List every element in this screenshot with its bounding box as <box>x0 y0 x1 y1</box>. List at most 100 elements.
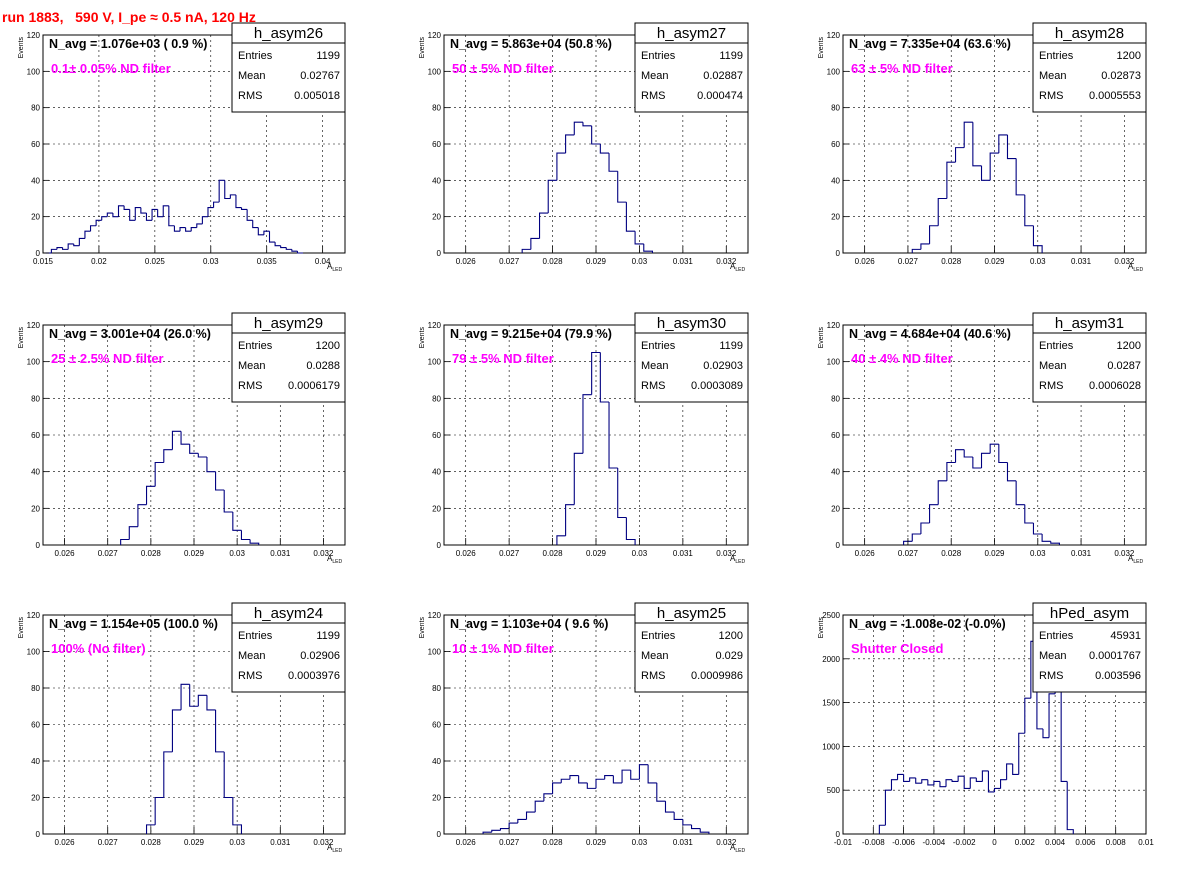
histogram-bin <box>95 219 102 226</box>
histogram-bin <box>106 212 113 217</box>
x-tick-label: 0.004 <box>1045 838 1066 847</box>
histogram-bin <box>1050 541 1060 545</box>
stats-box-frame <box>1032 602 1147 693</box>
y-tick-label: 120 <box>428 31 442 40</box>
y-tick-label: 100 <box>428 358 442 367</box>
histogram-bin <box>145 485 156 505</box>
x-tick-label: 0.04 <box>315 257 331 266</box>
y-tick-label: 100 <box>428 648 442 657</box>
histogram-bin <box>291 249 298 252</box>
histogram-bin <box>599 144 610 154</box>
stats-mean-label: Mean <box>238 650 266 662</box>
histogram-bin <box>993 787 1001 792</box>
histogram-bin <box>690 824 701 830</box>
histogram-bin <box>987 770 995 793</box>
y-tick-label: 100 <box>827 67 841 76</box>
histogram-name: h_asym30 <box>657 315 726 332</box>
histogram-bin <box>634 231 644 245</box>
histogram-bin <box>185 227 192 232</box>
histogram-bin <box>112 213 119 218</box>
histogram-bin <box>643 243 654 253</box>
stats-mean-value: 0.029 <box>715 650 743 662</box>
x-tick-label: 0.03 <box>632 838 648 847</box>
x-tick-label: -0.004 <box>923 838 946 847</box>
x-tick-label: 0.03 <box>632 549 648 558</box>
y-tick-label: 0 <box>36 541 41 550</box>
histogram-bin <box>246 209 253 221</box>
x-axis-title: ALED <box>327 262 342 273</box>
stats-entries-value: 45931 <box>1110 630 1141 642</box>
histogram-bin <box>197 453 207 458</box>
stats-rms-label: RMS <box>641 380 665 392</box>
histogram-bin <box>1006 134 1017 160</box>
x-tick-label: 0.027 <box>499 257 520 266</box>
histogram-bin <box>547 179 557 214</box>
stats-rms-value: 0.0003976 <box>288 670 340 682</box>
stats-mean-label: Mean <box>641 360 669 372</box>
stats-mean-label: Mean <box>1039 650 1067 662</box>
y-tick-label: 20 <box>31 504 40 513</box>
histogram-bin <box>201 216 208 224</box>
x-tick-label: 0.028 <box>141 549 162 558</box>
histogram-bin <box>235 194 242 209</box>
y-tick-label: 20 <box>432 213 441 222</box>
histogram-bin <box>957 775 965 782</box>
y-tick-label: 20 <box>432 794 441 803</box>
histogram-bin <box>915 777 922 784</box>
x-tick-label: 0.032 <box>716 257 737 266</box>
stats-rms-value: 0.005018 <box>294 90 340 102</box>
histogram-bin <box>101 216 108 221</box>
stats-mean-value: 0.0001767 <box>1089 650 1141 662</box>
histogram-bin <box>129 209 136 221</box>
y-tick-label: 40 <box>31 176 40 185</box>
stats-entries-label: Entries <box>1039 50 1074 62</box>
histogram-name: h_asym29 <box>254 315 323 332</box>
x-tick-label: 0.008 <box>1106 838 1127 847</box>
x-tick-label: 0.028 <box>543 257 564 266</box>
histogram-bin <box>981 770 989 782</box>
histogram-bin <box>499 827 510 831</box>
histogram-bin <box>980 452 991 468</box>
x-tick-label: 0.031 <box>270 549 291 558</box>
stats-rms-label: RMS <box>238 670 262 682</box>
histogram-bin <box>197 694 207 707</box>
histogram-bin <box>972 457 982 469</box>
histogram-bin <box>1006 462 1017 482</box>
stats-entries-label: Entries <box>238 630 273 642</box>
x-tick-label: 0.026 <box>855 549 876 558</box>
histogram-bin <box>625 517 636 545</box>
histogram-bin <box>569 775 579 780</box>
histogram-bin <box>151 208 158 221</box>
stats-mean-value: 0.02903 <box>703 360 743 372</box>
histogram-bin <box>1024 194 1034 227</box>
y-tick-label: 20 <box>831 213 840 222</box>
histogram-bin <box>206 457 216 473</box>
navg-label: N_avg = 4.684e+04 (40.6 %) <box>849 327 1011 341</box>
histogram-bin <box>582 122 592 127</box>
x-axis-title: ALED <box>730 262 745 273</box>
y-axis-title: Events <box>419 617 426 639</box>
stats-rms-label: RMS <box>238 90 262 102</box>
histogram-bin <box>168 205 175 227</box>
navg-label: N_avg = 7.335e+04 (63.6 %) <box>849 37 1011 51</box>
histogram-bin <box>582 394 592 454</box>
histogram-bin <box>954 449 965 463</box>
stats-box-frame <box>634 602 749 693</box>
histogram-bin <box>911 533 921 542</box>
histogram-bin <box>521 248 531 253</box>
y-axis-title: Events <box>818 617 825 639</box>
histogram-bin <box>573 121 583 135</box>
stats-rms-value: 0.0005553 <box>1089 90 1141 102</box>
histogram-panel-h_asym26: 0.015 0.02 0.025 0.03 0.035 0.04 0 20 40 60 80 100 1… <box>18 22 346 273</box>
y-tick-label: 40 <box>432 176 441 185</box>
y-axis-title: Events <box>419 37 426 59</box>
x-tick-label: 0.026 <box>55 838 76 847</box>
y-tick-label: 60 <box>31 431 40 440</box>
navg-label: N_avg = 3.001e+04 (26.0 %) <box>49 327 211 341</box>
histogram-bin <box>591 351 601 395</box>
histogram-bin <box>673 812 683 820</box>
histogram-bin <box>998 134 1008 154</box>
histogram-name: h_asym26 <box>254 25 323 42</box>
x-tick-label: 0.03 <box>229 838 245 847</box>
histogram-bin <box>67 243 74 250</box>
